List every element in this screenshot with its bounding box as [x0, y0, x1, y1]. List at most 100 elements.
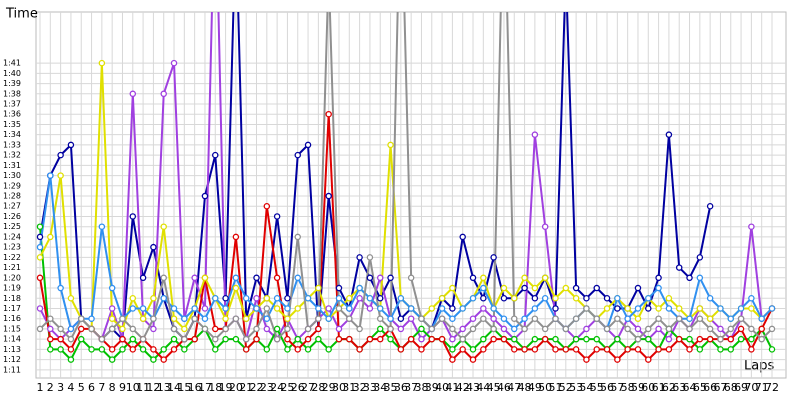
data-point	[511, 315, 518, 322]
data-point	[181, 315, 188, 322]
data-point	[222, 335, 229, 343]
data-point	[500, 295, 508, 302]
data-point	[253, 274, 260, 282]
data-point	[645, 295, 652, 302]
data-point	[57, 335, 64, 343]
y-tick-label: 1:27	[3, 202, 21, 211]
data-point	[263, 295, 271, 302]
data-point	[139, 335, 147, 343]
data-point	[480, 315, 487, 322]
data-point	[645, 356, 652, 363]
data-point	[449, 346, 456, 353]
data-point	[253, 325, 260, 333]
x-tick-label: 1	[37, 381, 44, 394]
y-tick-label: 1:16	[3, 314, 21, 323]
data-point	[614, 356, 621, 363]
data-point	[418, 346, 425, 353]
data-point	[572, 315, 580, 322]
x-tick-label: 66	[703, 381, 717, 394]
data-point	[686, 325, 693, 333]
x-tick-label: 3	[57, 381, 64, 394]
data-point	[490, 315, 497, 322]
data-point	[273, 325, 281, 333]
data-point	[552, 305, 559, 312]
data-point	[139, 315, 147, 322]
data-point	[284, 335, 291, 343]
data-point	[655, 305, 662, 312]
x-tick-label: 69	[734, 381, 748, 394]
data-point	[181, 346, 188, 353]
y-tick-label: 1:34	[3, 130, 21, 139]
data-point	[768, 305, 776, 312]
data-point	[253, 295, 260, 302]
x-tick-label: 11	[136, 381, 150, 394]
data-point	[346, 295, 353, 302]
data-point	[315, 315, 322, 322]
data-point	[36, 305, 44, 312]
x-tick-label: 38	[414, 381, 428, 394]
data-point	[387, 274, 394, 282]
data-point	[376, 335, 384, 343]
data-point	[356, 254, 363, 261]
data-point	[335, 335, 343, 343]
data-point	[645, 335, 652, 343]
data-point	[521, 325, 528, 333]
data-point	[397, 346, 405, 353]
data-point	[242, 346, 250, 353]
data-point	[500, 284, 508, 292]
data-point	[511, 335, 518, 343]
data-point	[304, 335, 312, 343]
data-point	[603, 325, 611, 333]
y-tick-label: 1:26	[3, 212, 21, 221]
data-point	[366, 274, 374, 282]
data-point	[768, 346, 776, 353]
data-point	[634, 284, 642, 292]
data-point	[129, 295, 137, 302]
data-point	[552, 335, 559, 343]
data-point	[675, 335, 683, 343]
x-tick-label: 42	[456, 381, 470, 394]
data-point	[139, 274, 147, 282]
data-point	[67, 325, 75, 333]
data-point	[335, 295, 343, 302]
data-point	[748, 325, 755, 333]
data-point	[356, 325, 363, 333]
y-tick-label: 1:11	[3, 365, 21, 374]
y-tick-label: 1:20	[3, 273, 21, 282]
x-tick-label: 52	[559, 381, 573, 394]
data-point	[469, 325, 477, 333]
data-point	[706, 202, 714, 210]
tick-labels: 1:111:121:131:14 1:151:161:171:181:19 1:20…	[3, 59, 779, 394]
data-point	[480, 335, 487, 343]
x-tick-label: 27	[301, 381, 315, 394]
data-point	[98, 346, 106, 353]
data-point	[47, 335, 54, 343]
x-tick-label: 53	[569, 381, 583, 394]
data-point	[129, 335, 137, 343]
data-point	[108, 325, 116, 333]
data-point	[737, 325, 745, 333]
data-point	[706, 325, 714, 333]
data-point	[88, 325, 95, 333]
x-tick-label: 51	[548, 381, 562, 394]
data-point	[201, 305, 209, 312]
data-point	[57, 172, 64, 179]
x-tick-label: 65	[693, 381, 707, 394]
data-point	[304, 295, 312, 302]
data-point	[459, 335, 466, 343]
data-point	[335, 305, 343, 312]
data-point	[366, 295, 374, 302]
x-tick-label: 72	[765, 381, 779, 394]
data-point	[77, 335, 85, 343]
data-point	[500, 325, 508, 333]
data-point	[387, 325, 394, 333]
y-tick-label: 1:31	[3, 161, 21, 170]
data-point	[191, 305, 198, 312]
data-point	[737, 315, 745, 322]
data-point	[665, 131, 673, 138]
x-tick-label: 26	[291, 381, 305, 394]
data-point	[603, 346, 611, 353]
data-point	[263, 315, 271, 322]
data-point	[748, 335, 755, 343]
x-tick-label: 18	[208, 381, 222, 394]
